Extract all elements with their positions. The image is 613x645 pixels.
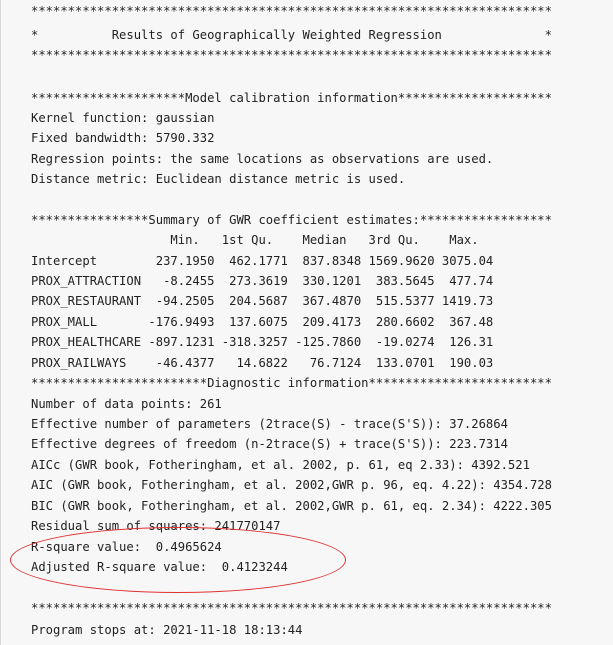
number-of-data-points: Number of data points: 261	[31, 397, 222, 411]
diagnostics-heading: ************************Diagnostic infor…	[31, 376, 552, 390]
summary-heading: ****************Summary of GWR coefficie…	[31, 213, 552, 227]
aic-value: AIC (GWR book, Fotheringham, et al. 2002…	[31, 478, 552, 492]
kernel-function: Kernel function: gaussian	[31, 111, 215, 125]
bic-value: BIC (GWR book, Fotheringham, et al. 2002…	[31, 499, 552, 513]
residual-sum-of-squares: Residual sum of squares: 241770147	[31, 519, 281, 533]
coef-row-prox-mall: PROX_MALL -176.9493 137.6075 209.4173 28…	[31, 315, 494, 329]
coef-row-prox-healthcare: PROX_HEALTHCARE -897.1231 -318.3257 -125…	[31, 335, 494, 349]
program-stops-timestamp: Program stops at: 2021-11-18 18:13:44	[31, 623, 303, 637]
effective-degrees-of-freedom: Effective degrees of freedom (n-2trace(S…	[31, 437, 508, 451]
coef-row-prox-railways: PROX_RAILWAYS -46.4377 14.6822 76.7124 1…	[31, 356, 494, 370]
fixed-bandwidth: Fixed bandwidth: 5790.332	[31, 131, 215, 145]
summary-column-headers: Min. 1st Qu. Median 3rd Qu. Max.	[31, 233, 479, 247]
distance-metric: Distance metric: Euclidean distance metr…	[31, 172, 406, 186]
coef-row-intercept: Intercept 237.1950 462.1771 837.8348 156…	[31, 254, 494, 268]
footer-stars: ****************************************…	[31, 601, 552, 615]
aicc-value: AICc (GWR book, Fotheringham, et al. 200…	[31, 458, 530, 472]
header-stars-bottom: ****************************************…	[31, 48, 552, 62]
coef-row-prox-attraction: PROX_ATTRACTION -8.2455 273.3619 330.120…	[31, 274, 494, 288]
header-stars-top: ****************************************…	[31, 4, 552, 18]
regression-points: Regression points: the same locations as…	[31, 152, 494, 166]
effective-parameters: Effective number of parameters (2trace(S…	[31, 417, 508, 431]
coef-row-prox-restaurant: PROX_RESTAURANT -94.2505 204.5687 367.48…	[31, 294, 494, 308]
r-square-value: R-square value: 0.4965624	[31, 540, 222, 554]
adjusted-r-square-value: Adjusted R-square value: 0.4123244	[31, 560, 288, 574]
calibration-heading: *********************Model calibration i…	[31, 91, 552, 105]
results-title: * Results of Geographically Weighted Reg…	[31, 28, 552, 42]
